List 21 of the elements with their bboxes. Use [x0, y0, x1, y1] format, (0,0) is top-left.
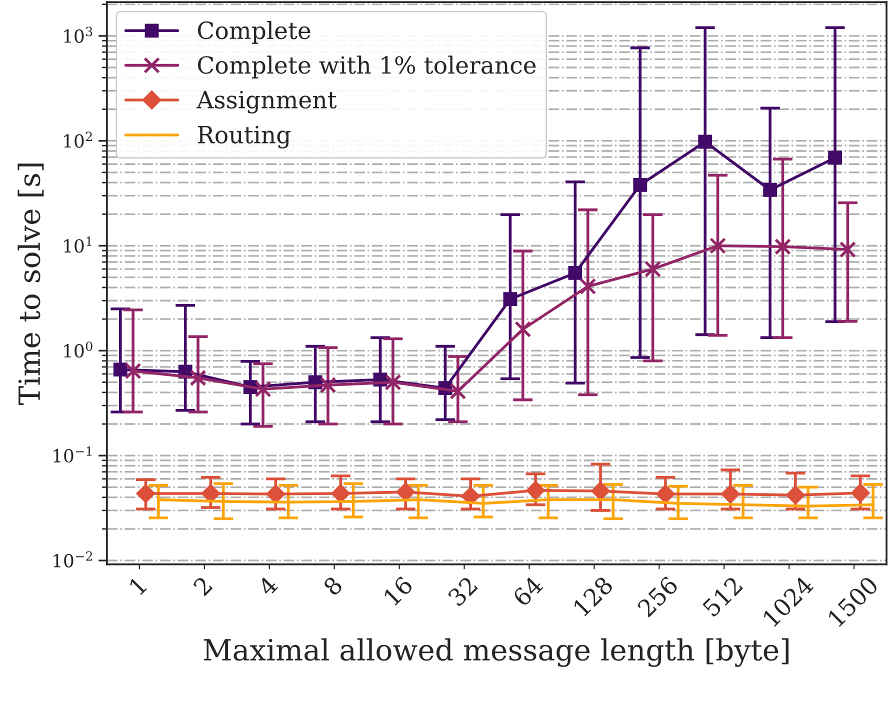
legend-label: Assignment: [196, 90, 337, 114]
y-tick-label: 10$^{3}$: [64, 26, 92, 43]
legend-label: Complete: [198, 20, 310, 44]
x-tick-label: 32: [447, 576, 478, 607]
y-tick-label: 10$^{2}$: [64, 132, 92, 148]
y-axis-title: Time to solve [s]: [18, 164, 44, 405]
x-tick-label: 128: [572, 575, 614, 617]
x-axis-title: Maximal allowed message length [byte]: [204, 638, 789, 667]
y-tick-label: 10$^{0}$: [64, 341, 92, 358]
legend-label: Routing: [198, 126, 291, 148]
y-tick-label: 10$^{−2}$: [54, 551, 92, 568]
x-tick-label: 4: [256, 575, 278, 597]
legend-label: Complete with 1% tolerance: [198, 56, 536, 78]
x-tick-label: 1: [128, 576, 147, 596]
y-tick-label: 10$^{1}$: [64, 236, 92, 253]
x-tick-label: 512: [702, 576, 744, 618]
x-tick-label: 2: [192, 576, 213, 596]
x-tick-label: 8: [322, 575, 344, 596]
x-tick-label: 16: [382, 575, 414, 606]
y-tick-label: 10$^{−1}$: [54, 446, 92, 463]
x-tick-label: 64: [512, 575, 544, 608]
